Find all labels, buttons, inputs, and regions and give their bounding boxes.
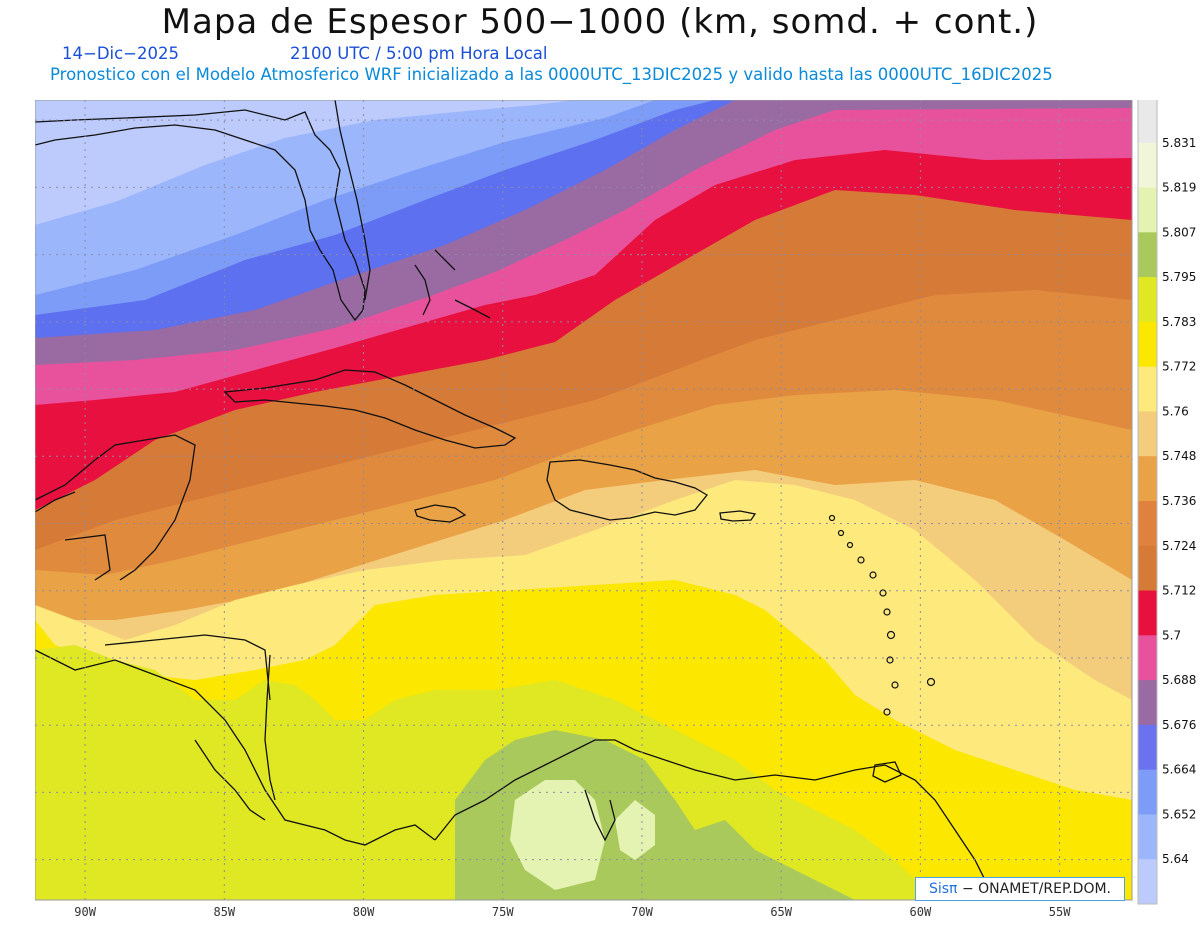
- colorbar-label: 5.831: [1162, 136, 1196, 150]
- band-19: [510, 780, 605, 890]
- colorbar: 5.831 5.819 5.807 5.795 5.783 5.772 5.76 5.748 5…: [1137, 100, 1196, 905]
- colorbar-swatch: [1138, 680, 1157, 726]
- lon-tick-label: 80W: [353, 905, 375, 919]
- credit-box: Sisπ − ONAMET/REP.DOM.: [915, 877, 1125, 901]
- coast-venezuela: [664, 759, 996, 900]
- colorbar-swatch: [1138, 859, 1157, 905]
- sispi-logo: Sisπ: [928, 881, 958, 897]
- colorbar-swatch: [1138, 411, 1157, 457]
- lon-tick-label: 65W: [770, 905, 792, 919]
- colorbar-label: 5.664: [1162, 763, 1196, 777]
- colorbar-label: 5.795: [1162, 270, 1196, 284]
- lon-tick-label: 90W: [74, 905, 96, 919]
- colorbar-swatch: [1138, 321, 1157, 368]
- colorbar-label: 5.712: [1162, 584, 1196, 598]
- lon-tick-label: 85W: [213, 905, 235, 919]
- forecast-note: Pronostico con el Modelo Atmosferico WRF…: [50, 65, 1053, 84]
- colorbar-label: 5.724: [1162, 539, 1196, 553]
- map-frame: [35, 100, 1133, 901]
- colorbar-swatch: [1138, 142, 1157, 189]
- coastlines: [35, 100, 996, 900]
- coast-costa-rica: [194, 739, 266, 821]
- coast-bahamas-2: [434, 249, 456, 271]
- colorbar-swatch: [1138, 635, 1157, 681]
- colorbar-swatch: [1138, 277, 1157, 323]
- colorbar-label: 5.688: [1162, 673, 1196, 687]
- colorbar-label: 5.64: [1162, 852, 1189, 866]
- colorbar-label: 5.807: [1162, 225, 1196, 239]
- colorbar-label: 5.783: [1162, 315, 1196, 329]
- lon-tick-label: 60W: [910, 905, 932, 919]
- colorbar-swatch: [1138, 100, 1157, 144]
- forecast-time: 2100 UTC / 5:00 pm Hora Local: [290, 44, 548, 63]
- thickness-map: 30N28N26N24N22N20N18N16N14N12N10N8N 90W8…: [35, 100, 1196, 919]
- coast-mexico-gulf: [35, 491, 76, 513]
- coast-cuba: [223, 369, 517, 449]
- colorbar-label: 5.748: [1162, 449, 1196, 463]
- colorbar-label: 5.736: [1162, 494, 1196, 508]
- lon-tick-label: 75W: [492, 905, 514, 919]
- colorbar-swatch: [1138, 232, 1157, 278]
- coast-nicaragua: [264, 654, 276, 801]
- forecast-date: 14−Dic−2025: [62, 44, 179, 63]
- coast-hispaniola: [546, 459, 708, 521]
- grid-lines: [35, 100, 1132, 900]
- colorbar-label: 5.76: [1162, 404, 1189, 418]
- colorbar-label: 5.819: [1162, 181, 1196, 195]
- lon-tick-label: 55W: [1049, 905, 1071, 919]
- map-fill: [35, 100, 1132, 900]
- lesser-antilles: [828, 514, 936, 716]
- colorbar-swatch: [1138, 769, 1157, 815]
- band-19b: [615, 800, 655, 860]
- coast-yucatan: [35, 434, 196, 581]
- colorbar-swatch: [1138, 366, 1157, 412]
- colorbar-label: 5.772: [1162, 360, 1196, 374]
- coast-bahamas-3: [454, 299, 491, 319]
- coast-honduras: [104, 634, 271, 701]
- coast-bahamas-1: [414, 264, 431, 316]
- colorbar-swatch: [1138, 187, 1157, 233]
- colorbar-label: 5.676: [1162, 718, 1196, 732]
- coast-gulf-florida: [35, 109, 366, 322]
- colorbar-frame: [1137, 100, 1158, 905]
- coast-maracaibo: [584, 789, 616, 842]
- colorbar-swatch: [1138, 501, 1157, 547]
- map-title: Mapa de Espesor 500−1000 (km, somd. + co…: [161, 2, 1039, 42]
- credit-text: − ONAMET/REP.DOM.: [961, 881, 1111, 897]
- colorbar-swatch: [1138, 590, 1157, 636]
- coast-belize: [64, 534, 111, 581]
- lon-tick-label: 70W: [631, 905, 653, 919]
- coast-trinidad: [872, 761, 902, 783]
- colorbar-swatch: [1138, 724, 1157, 771]
- colorbar-swatch: [1138, 814, 1157, 860]
- colorbar-swatch: [1138, 456, 1157, 502]
- coast-jamaica: [414, 504, 467, 523]
- colorbar-swatch: [1138, 545, 1157, 592]
- coast-colombia: [434, 739, 666, 841]
- coast-puerto-rico: [719, 510, 757, 522]
- lon-axis: 90W 85W 80W 75W 70W 65W 60W 55W: [74, 905, 1071, 919]
- coast-atlantic-fl: [334, 100, 371, 301]
- colorbar-label: 5.7: [1162, 628, 1181, 642]
- coast-central-america: [35, 649, 436, 846]
- colorbar-label: 5.652: [1162, 807, 1196, 821]
